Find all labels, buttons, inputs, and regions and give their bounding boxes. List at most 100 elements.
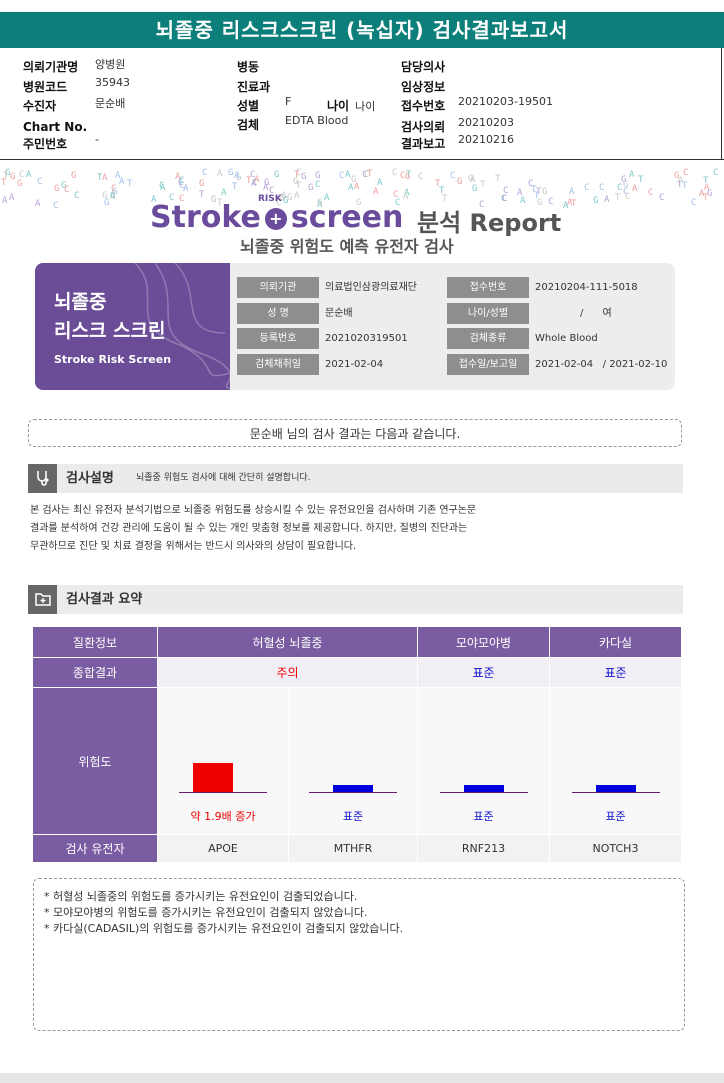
info-label: 접수번호 xyxy=(447,277,529,298)
gene-name: APOE xyxy=(157,834,289,863)
dna-letter: C xyxy=(548,197,554,207)
header-label: 진료과 xyxy=(237,80,271,94)
info-label: 접수일/보고일 xyxy=(447,354,529,375)
dna-letter: G xyxy=(211,195,217,205)
folder-icon xyxy=(28,585,57,614)
dna-letter: G xyxy=(308,183,314,193)
dna-letter: T xyxy=(495,174,501,184)
dna-letter: A xyxy=(102,173,108,183)
info-value: Whole Blood xyxy=(535,333,598,344)
logo-risk-mark: RISK xyxy=(258,194,282,204)
dna-letter: A xyxy=(183,184,189,194)
header-label: 검사의뢰 xyxy=(401,120,446,134)
dna-letter: T xyxy=(217,198,223,208)
row-label-disease: 질환정보 xyxy=(32,626,158,658)
dna-letter: T xyxy=(406,170,412,180)
note-line: * 허혈성 뇌졸중의 위험도를 증가시키는 유전요인이 검출되었습니다. xyxy=(44,890,358,903)
dna-letter: G xyxy=(317,198,323,208)
dna-letter: T xyxy=(703,176,709,186)
test-description: 본 검사는 최신 유전자 분석기법으로 뇌졸중 위험도를 상승시킬 수 있는 유… xyxy=(30,502,590,556)
risk-chart: 표준 xyxy=(289,688,417,834)
brand-english: Stroke Risk Screen xyxy=(54,353,172,366)
dna-letter: C xyxy=(584,183,590,193)
header-label: 결과보고 xyxy=(401,137,446,151)
dna-letter: C xyxy=(276,198,282,208)
header-label: Chart No. xyxy=(23,120,88,134)
dna-letter: C xyxy=(53,201,59,211)
dna-letter: C xyxy=(296,168,302,178)
risk-chart-cell: 표준 xyxy=(549,687,682,835)
dna-letter: C xyxy=(64,185,70,195)
dna-letter: A xyxy=(563,201,569,211)
dna-letter: C xyxy=(503,186,509,196)
dna-letter: A xyxy=(263,183,269,193)
row-label-gene: 검사 유전자 xyxy=(32,834,158,863)
dna-letter: G xyxy=(279,193,285,203)
dna-letter: G xyxy=(228,168,234,178)
header-divider xyxy=(0,159,724,160)
info-value: 2021-02-04 / 2021-02-10 xyxy=(535,359,668,370)
dna-letter: A xyxy=(294,191,300,201)
dna-letter: C xyxy=(418,172,424,182)
dna-letter: C xyxy=(623,187,629,197)
info-value: 2021-02-04 xyxy=(325,359,384,370)
dna-letter: G xyxy=(61,181,67,191)
dna-letter: C xyxy=(178,178,184,188)
header-value: EDTA Blood xyxy=(285,114,349,127)
dna-letter: C xyxy=(202,168,208,178)
dna-letter: C xyxy=(74,191,80,201)
dna-letter: A xyxy=(115,171,121,181)
row-label-overall: 종합결과 xyxy=(32,657,158,688)
risk-caption: 표준 xyxy=(342,810,364,823)
dna-letter: T xyxy=(127,179,133,189)
dna-letter: A xyxy=(35,199,41,209)
dna-letter: C xyxy=(395,198,401,208)
dna-letter: C xyxy=(617,183,623,193)
dna-letter: G xyxy=(211,195,217,205)
header-label: 임상정보 xyxy=(401,80,446,94)
age-label: 나이 xyxy=(327,99,350,113)
dna-letter: C xyxy=(599,183,605,193)
dna-letter: C xyxy=(659,193,665,203)
description-line: 결과를 분석하여 건강 관리에 도움이 될 수 있는 개인 맞춤형 정보를 제공… xyxy=(30,523,468,534)
section-title: 검사결과 요약 xyxy=(66,592,143,607)
section-title: 검사설명 xyxy=(66,471,114,486)
dna-letter: T xyxy=(296,181,302,191)
risk-baseline xyxy=(439,792,528,793)
dna-letter: A xyxy=(403,192,409,202)
risk-bar xyxy=(193,763,233,792)
dna-letter: G xyxy=(54,184,60,194)
dna-letter: C xyxy=(683,168,689,178)
dna-letter: C xyxy=(37,177,43,187)
dna-letter: C xyxy=(502,194,508,204)
dna-letter: G xyxy=(236,173,242,183)
dna-letter: G xyxy=(110,191,116,201)
risk-baseline xyxy=(309,792,397,793)
result-notes-box: * 허혈성 뇌졸중의 위험도를 증가시키는 유전요인이 검출되었습니다. * 모… xyxy=(33,878,685,1031)
dna-letter: A xyxy=(699,189,705,199)
header-value: - xyxy=(95,133,99,146)
dna-letter: C xyxy=(393,190,399,200)
dna-letter: A xyxy=(317,200,323,210)
dna-letter: A xyxy=(119,177,125,187)
dna-letter: A xyxy=(110,192,116,202)
disease-header: 모야모야병 xyxy=(417,626,550,658)
footer-band xyxy=(0,1073,724,1083)
dna-letter: A xyxy=(348,183,354,193)
dna-letter: G xyxy=(104,198,110,208)
dna-letter: C xyxy=(691,198,697,208)
section-subtitle: 뇌졸중 위험도 검사에 대해 간단히 설명합니다. xyxy=(136,473,311,483)
dna-letter: A xyxy=(404,188,410,198)
dna-letter: T xyxy=(1,178,7,188)
info-label: 등록번호 xyxy=(237,328,319,349)
dna-letter: C xyxy=(179,181,185,191)
disease-header: 카다실 xyxy=(549,626,682,658)
dna-letter: G xyxy=(17,179,23,189)
risk-bar xyxy=(595,785,636,792)
dna-letter: A xyxy=(217,169,223,179)
dna-letter: C xyxy=(400,171,406,181)
info-value: 의료법인삼광의료재단 xyxy=(325,282,417,293)
header-label: 담당의사 xyxy=(401,60,446,74)
dna-letter: G xyxy=(293,177,299,187)
header-label: 성별 xyxy=(237,99,260,113)
